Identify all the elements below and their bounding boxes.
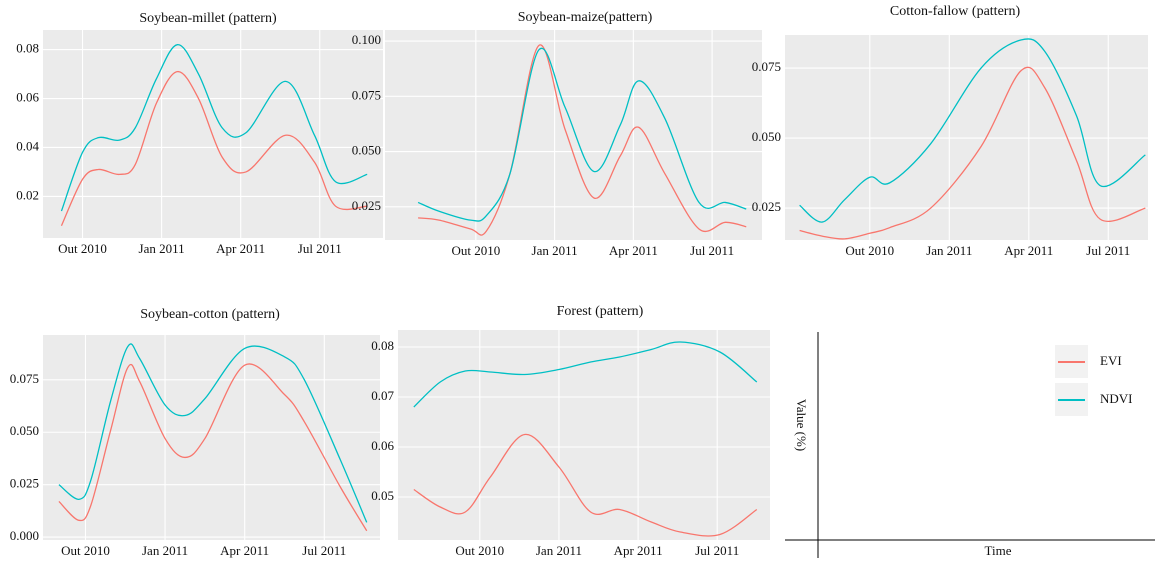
plot-background (43, 335, 380, 540)
x-tick-label: Out 2010 (61, 543, 110, 558)
legend-label: NDVI (1100, 391, 1133, 406)
y-tick-label: 0.000 (10, 528, 39, 543)
x-tick-label: Apr 2011 (614, 543, 663, 558)
x-axis-label: Time (985, 543, 1012, 558)
line-series (60, 70, 368, 227)
plot-background (385, 30, 762, 240)
y-tick-label: 0.075 (352, 87, 381, 102)
y-tick-label: 0.050 (352, 143, 381, 158)
x-tick-label: Jan 2011 (139, 241, 185, 256)
y-tick-label: 0.05 (371, 488, 394, 503)
y-tick-label: 0.08 (371, 338, 394, 353)
x-tick-label: Jul 2011 (302, 543, 346, 558)
line-series (413, 341, 758, 408)
x-tick-label: Jul 2011 (298, 241, 342, 256)
chart-title: Soybean-maize(pattern) (518, 10, 653, 25)
y-tick-label: 0.04 (16, 138, 39, 153)
x-tick-label: Jan 2011 (926, 243, 972, 258)
x-tick-label: Apr 2011 (216, 241, 265, 256)
plot-background (785, 35, 1148, 240)
line-series (418, 44, 747, 236)
chart-title: Forest (pattern) (557, 304, 644, 319)
line-series (417, 47, 747, 222)
x-tick-label: Apr 2011 (220, 543, 269, 558)
y-tick-label: 0.08 (16, 41, 39, 56)
y-tick-label: 0.075 (752, 59, 781, 74)
x-tick-label: Out 2010 (845, 243, 894, 258)
plot-background (398, 330, 770, 540)
y-tick-label: 0.025 (752, 199, 781, 214)
y-axis-label: Value (%) (794, 399, 809, 451)
y-tick-label: 0.025 (352, 198, 381, 213)
y-tick-label: 0.050 (752, 129, 781, 144)
y-tick-label: 0.025 (10, 476, 39, 491)
x-tick-label: Jan 2011 (532, 243, 578, 258)
x-tick-label: Out 2010 (451, 243, 500, 258)
y-tick-label: 0.06 (371, 438, 394, 453)
line-series (58, 363, 368, 532)
legend-label: EVI (1100, 353, 1122, 368)
y-tick-label: 0.02 (16, 187, 39, 202)
x-tick-label: Out 2010 (455, 543, 504, 558)
y-tick-label: 0.100 (352, 32, 381, 47)
y-tick-label: 0.06 (16, 90, 39, 105)
x-tick-label: Jul 2011 (1086, 243, 1130, 258)
line-series (413, 433, 758, 537)
chart-title: Soybean-millet (pattern) (139, 11, 277, 26)
line-series (799, 38, 1146, 223)
y-tick-label: 0.07 (371, 388, 394, 403)
plot-background (43, 30, 383, 238)
x-tick-label: Apr 2011 (609, 243, 658, 258)
x-tick-label: Jan 2011 (142, 543, 188, 558)
line-series (799, 66, 1146, 240)
x-tick-label: Jul 2011 (695, 543, 739, 558)
chart-title: Soybean-cotton (pattern) (140, 307, 280, 322)
x-tick-label: Out 2010 (58, 241, 107, 256)
y-tick-label: 0.050 (10, 423, 39, 438)
y-tick-label: 0.075 (10, 371, 39, 386)
chart-title: Cotton-fallow (pattern) (890, 4, 1021, 19)
line-series (60, 44, 368, 212)
x-tick-label: Apr 2011 (1004, 243, 1053, 258)
line-series (58, 343, 368, 523)
x-tick-label: Jan 2011 (536, 543, 582, 558)
x-tick-label: Jul 2011 (690, 243, 734, 258)
